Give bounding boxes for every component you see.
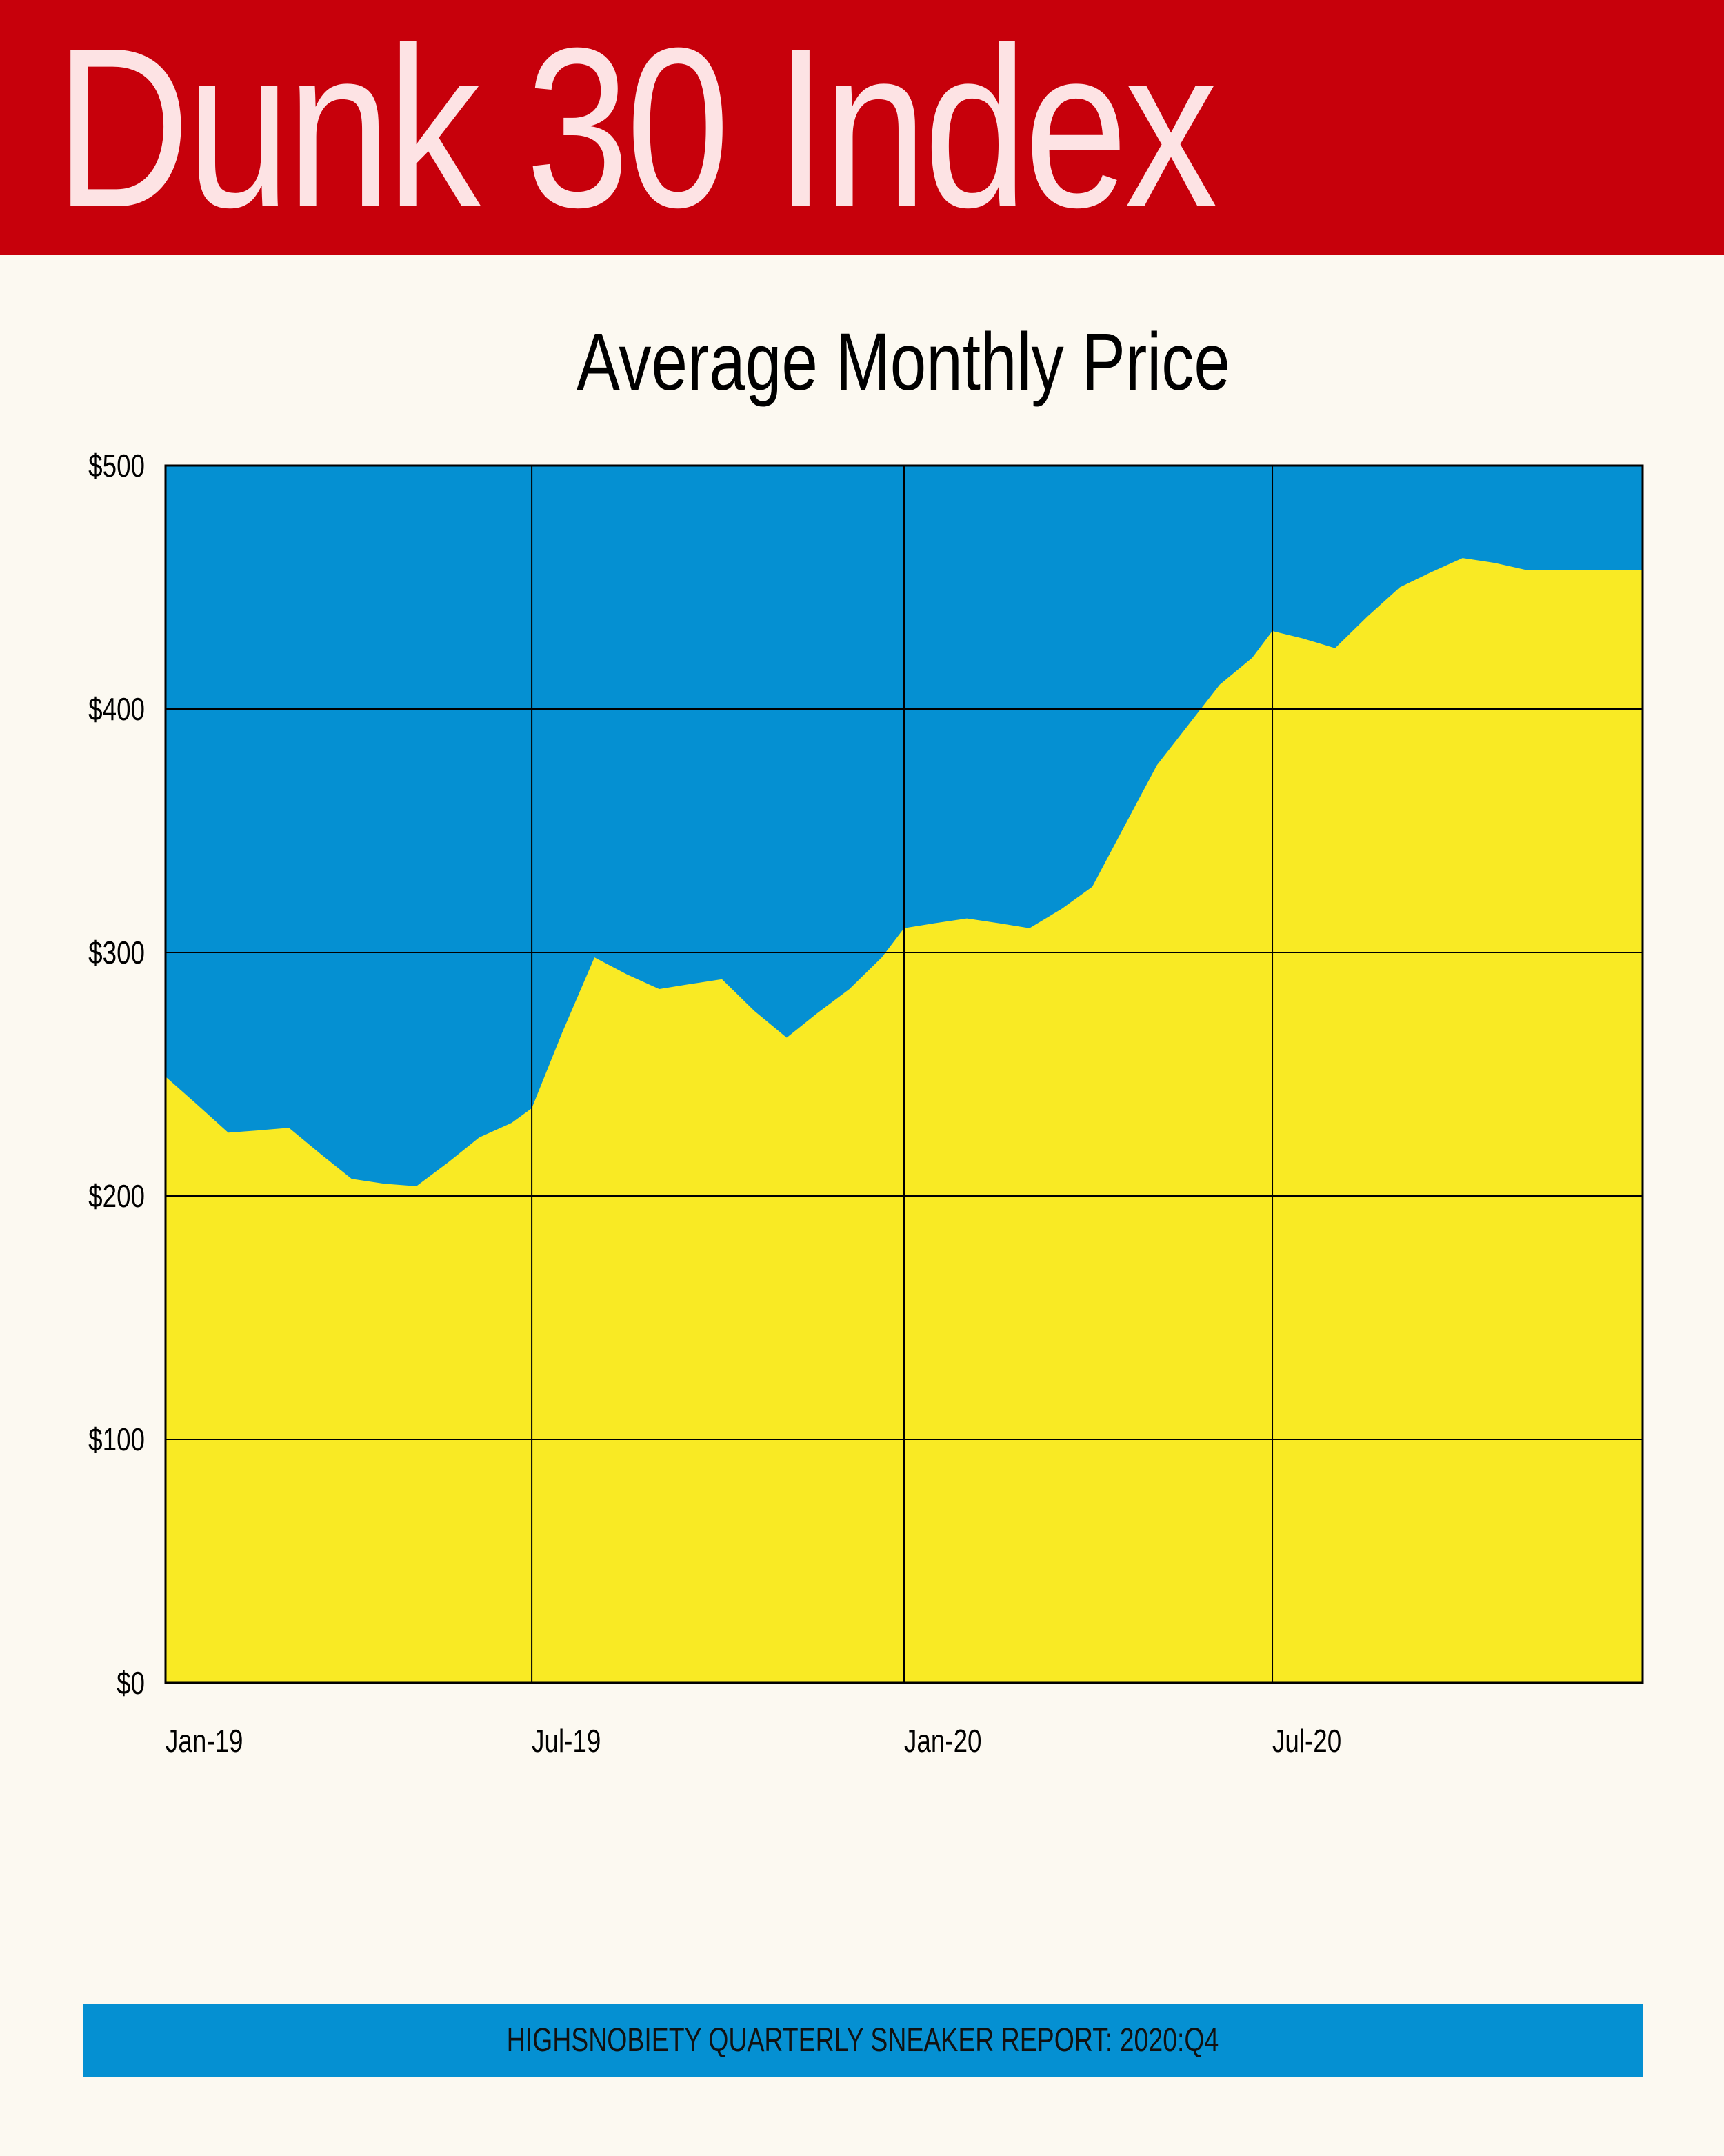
y-tick-label: $300 — [88, 935, 145, 970]
y-tick-label: $100 — [88, 1421, 145, 1457]
x-tick-label: Jul-19 — [532, 1723, 601, 1759]
y-tick-label: $500 — [88, 448, 145, 483]
footer-bar: HIGHSNOBIETY QUARTERLY SNEAKER REPORT: 2… — [83, 2004, 1643, 2077]
page-title: Dunk 30 Index — [55, 0, 1218, 254]
y-tick-label: $0 — [117, 1665, 145, 1701]
footer-text: HIGHSNOBIETY QUARTERLY SNEAKER REPORT: 2… — [506, 2022, 1219, 2059]
header-banner: Dunk 30 Index — [0, 0, 1724, 255]
x-tick-label: Jan-19 — [166, 1723, 243, 1759]
y-tick-label: $200 — [88, 1178, 145, 1214]
x-tick-label: Jan-20 — [904, 1723, 981, 1759]
plot-border — [164, 464, 1644, 1684]
chart-title: Average Monthly Price — [577, 316, 1230, 408]
x-tick-label: Jul-20 — [1272, 1723, 1341, 1759]
y-tick-label: $400 — [88, 691, 145, 727]
